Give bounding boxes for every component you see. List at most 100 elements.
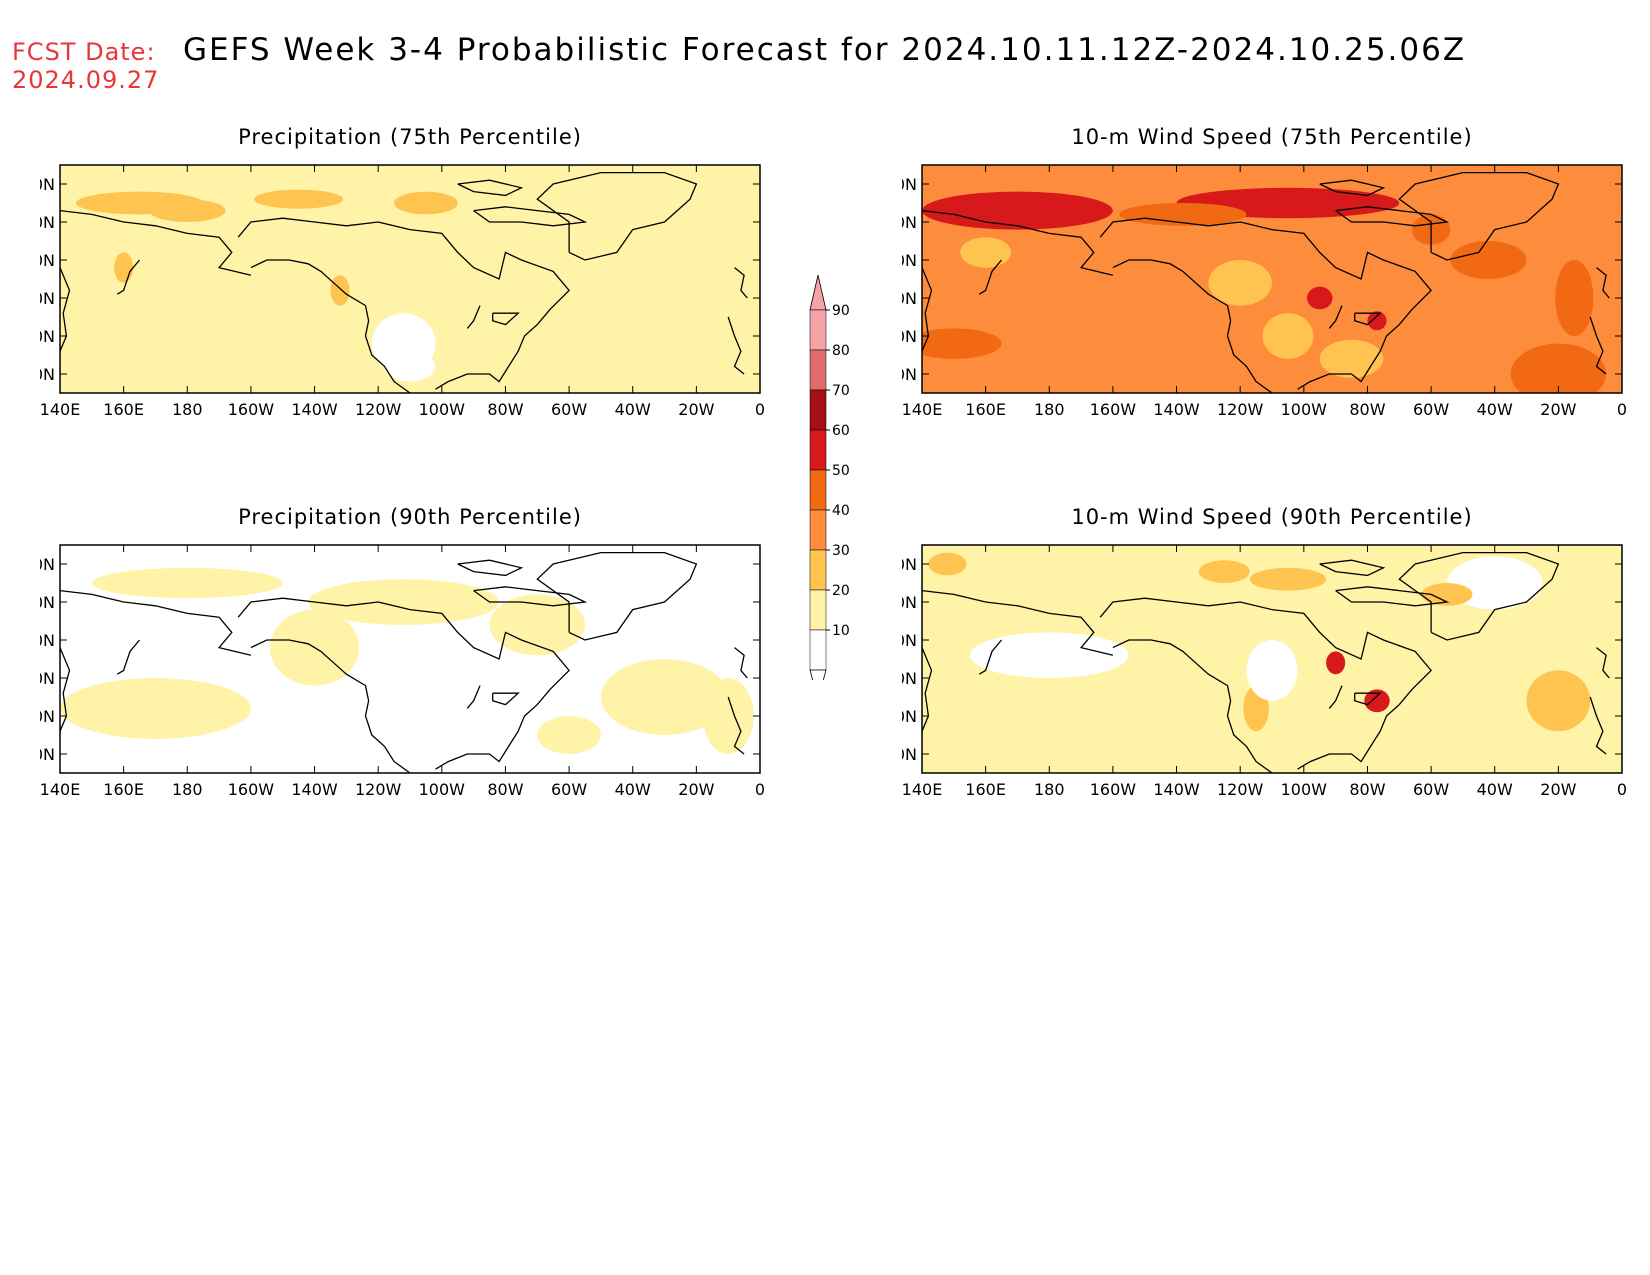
- colorbar-legend: 90 80 70 60 50 40 30 20 10: [800, 270, 860, 702]
- contour-patch: [394, 191, 458, 215]
- lon-tick-label: 140W: [291, 400, 338, 415]
- lat-tick-label: 40N: [902, 327, 917, 346]
- coastline: [1112, 639, 1273, 773]
- lat-tick-label: 70N: [902, 593, 917, 612]
- lat-tick-label: 30N: [902, 365, 917, 384]
- lon-tick-label: 40W: [615, 400, 651, 415]
- lon-tick-label: 160E: [965, 780, 1006, 795]
- colorbar-label: 60: [832, 423, 850, 439]
- lon-tick-label: 160E: [103, 400, 144, 415]
- coastline: [1398, 171, 1560, 261]
- coastline: [60, 647, 71, 732]
- map-frame: [59, 544, 761, 774]
- lat-tick-label: 80N: [902, 175, 917, 194]
- contour-patch: [1198, 560, 1250, 583]
- lon-tick-label: 60W: [1413, 780, 1449, 795]
- coastline: [237, 217, 570, 390]
- lon-tick-label: 180: [172, 400, 203, 415]
- lon-tick-label: 0: [1617, 780, 1627, 795]
- lon-tick-label: 140W: [1153, 400, 1200, 415]
- colorbar-swatch: [809, 589, 827, 631]
- lat-tick-label: 50N: [40, 289, 55, 308]
- coastline: [1099, 597, 1432, 770]
- colorbar-swatch: [809, 389, 827, 431]
- coastline: [1596, 647, 1610, 679]
- coastline: [237, 597, 570, 770]
- colorbar-label: 90: [832, 303, 850, 319]
- lon-tick-label: 140E: [902, 780, 942, 795]
- contour-patch: [1039, 298, 1155, 359]
- contour-patch: [60, 678, 251, 739]
- coastline: [1354, 692, 1382, 706]
- contour-patch: [308, 579, 500, 625]
- lat-tick-label: 80N: [902, 555, 917, 574]
- lat-tick-label: 60N: [40, 631, 55, 650]
- coastline: [60, 589, 252, 656]
- coastline: [1335, 206, 1450, 227]
- lon-tick-label: 20W: [678, 400, 714, 415]
- coastline: [60, 209, 252, 276]
- colorbar-swatch: [809, 429, 827, 471]
- map-panel-wind-90: 10-m Wind Speed (90th Percentile) 140E 16…: [902, 505, 1642, 795]
- coastline: [1354, 312, 1382, 326]
- coastline: [1112, 259, 1273, 393]
- contour-patch: [1249, 567, 1327, 591]
- coastline: [1319, 559, 1386, 577]
- colorbar-label: 30: [832, 543, 850, 559]
- lon-tick-label: 100W: [419, 780, 466, 795]
- lon-tick-label: 160W: [1090, 400, 1137, 415]
- lon-tick-label: 160W: [228, 780, 275, 795]
- coastline: [727, 696, 745, 755]
- contour-patch: [922, 191, 1113, 230]
- page-title: GEFS Week 3-4 Probabilistic Forecast for…: [183, 32, 1467, 68]
- coastline: [466, 305, 481, 329]
- colorbar-swatch: [809, 309, 827, 351]
- colorbar-label: 10: [832, 623, 850, 639]
- coastline: [1335, 586, 1450, 607]
- lon-tick-label: 140W: [291, 780, 338, 795]
- forecast-date-label: FCST Date: 2024.09.27: [12, 38, 159, 94]
- lon-tick-label: 80W: [1349, 400, 1385, 415]
- panel-title: Precipitation (90th Percentile): [238, 505, 582, 529]
- contour-patch: [1307, 286, 1333, 310]
- coastline: [1099, 217, 1432, 390]
- lon-tick-label: 40W: [615, 780, 651, 795]
- coastline: [492, 692, 520, 706]
- map-frame: [921, 544, 1623, 774]
- colorbar-label: 50: [832, 463, 850, 479]
- lon-tick-label: 100W: [1281, 780, 1328, 795]
- lon-tick-label: 140E: [40, 780, 80, 795]
- lon-tick-label: 80W: [487, 780, 523, 795]
- contour-patch: [922, 328, 1002, 359]
- lon-tick-label: 140E: [902, 400, 942, 415]
- lon-tick-label: 120W: [1217, 400, 1264, 415]
- coastline: [727, 316, 745, 375]
- contour-patch: [600, 659, 729, 735]
- map-svg: 140E 160E 180 160W 140W 120W 100W 80W 60W 40W 20W 0…: [40, 164, 765, 415]
- colorbar-top-arrow: [809, 274, 827, 311]
- lon-tick-label: 100W: [1281, 400, 1328, 415]
- coastline: [922, 647, 933, 732]
- contour-patch: [149, 199, 226, 222]
- coastline: [1589, 316, 1607, 375]
- lon-tick-label: 60W: [551, 400, 587, 415]
- lon-tick-label: 140W: [1153, 780, 1200, 795]
- lat-tick-label: 60N: [902, 631, 917, 650]
- map-frame: [921, 164, 1623, 394]
- contour-patch: [1364, 689, 1390, 713]
- lon-tick-label: 80W: [487, 400, 523, 415]
- colorbar-bottom-arrow: [809, 669, 827, 702]
- map-panel-precip-90: Precipitation (90th Percentile) 140E 160E…: [40, 505, 780, 795]
- lon-tick-label: 0: [755, 400, 765, 415]
- lat-tick-label: 40N: [902, 707, 917, 726]
- contour-patch: [1526, 670, 1591, 732]
- contour-patch: [1246, 640, 1298, 701]
- map-svg: 140E 160E 180 160W 140W 120W 100W 80W 60W 40W 20W 0…: [40, 544, 765, 795]
- lat-tick-label: 50N: [902, 669, 917, 688]
- coastline: [116, 639, 140, 675]
- panel-title: 10-m Wind Speed (75th Percentile): [1071, 125, 1473, 149]
- fcst-date-value: 2024.09.27: [12, 66, 160, 94]
- coastline: [1589, 696, 1607, 755]
- lon-tick-label: 60W: [1413, 400, 1449, 415]
- contour-patch: [114, 252, 134, 283]
